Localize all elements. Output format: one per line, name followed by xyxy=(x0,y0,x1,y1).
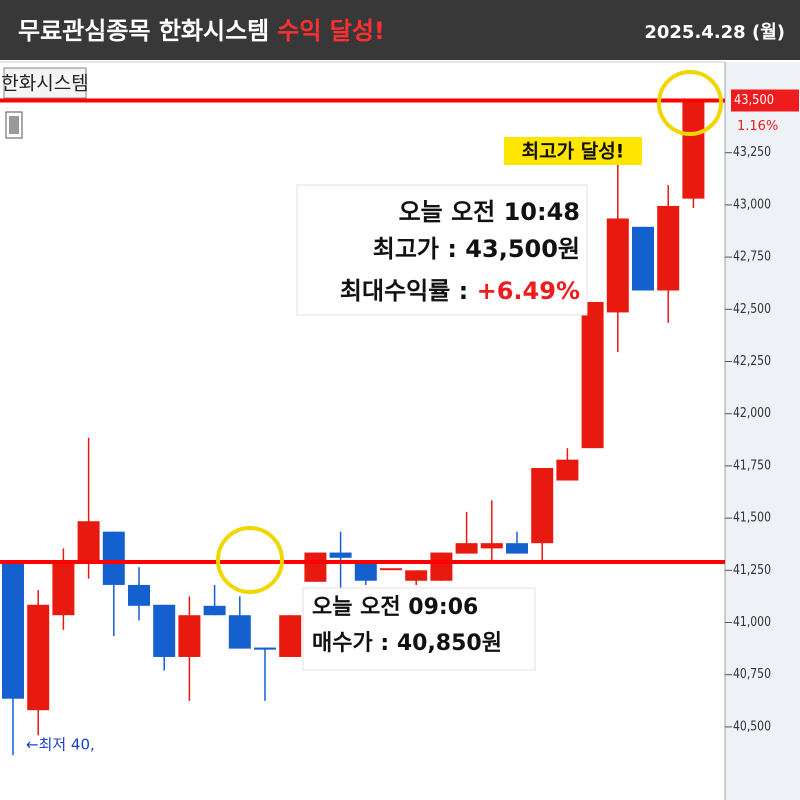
candle-body xyxy=(506,543,528,554)
annotation-return: 최대수익률 : +6.49% xyxy=(340,277,580,305)
header-title-text: 무료관심종목 한화시스템 xyxy=(18,17,269,45)
y-tick-label: 42,750 xyxy=(733,250,771,265)
header-title: 무료관심종목 한화시스템 수익 달성! xyxy=(18,17,385,45)
change-label: 1.16% xyxy=(737,119,778,134)
annotation-box xyxy=(302,587,536,671)
header-highlight: 수익 달성! xyxy=(277,17,385,45)
candle-body xyxy=(682,100,705,199)
candle-body xyxy=(153,604,176,657)
candle-body xyxy=(2,563,24,699)
y-tick-label: 41,250 xyxy=(733,563,771,578)
highlight-circle xyxy=(657,70,723,136)
y-tick-label: 42,250 xyxy=(733,354,771,369)
candle-body xyxy=(405,570,428,581)
annotation-time: 오늘 오전 09:06 xyxy=(312,595,478,620)
last-price-box xyxy=(731,89,799,112)
price-axis-panel xyxy=(725,62,800,800)
y-tick-label: 42,500 xyxy=(733,302,771,317)
header-date: 2025.4.28 (월) xyxy=(644,22,785,43)
candle-body xyxy=(304,552,327,582)
low-marker: ←최저 40, xyxy=(26,736,95,754)
y-tick-label: 41,750 xyxy=(733,458,771,473)
last-price-label: 43,500 xyxy=(734,93,774,108)
candle-body xyxy=(354,563,377,581)
candle-body xyxy=(27,604,50,711)
y-tick-label: 40,750 xyxy=(733,667,771,682)
candle-body xyxy=(657,205,680,291)
candle-body xyxy=(632,226,654,291)
annotation-return-label: 최대수익률 : xyxy=(340,277,477,305)
candle-body xyxy=(531,467,554,544)
candle-body xyxy=(380,568,402,571)
candle-body xyxy=(329,552,352,558)
y-tick-label: 43,000 xyxy=(733,197,771,212)
candle-body xyxy=(279,615,302,657)
chart-title: 한화시스템 xyxy=(1,73,88,95)
candle-body xyxy=(178,615,201,657)
header-bar xyxy=(0,0,800,60)
candle-body xyxy=(606,218,629,313)
highlight-circle xyxy=(216,526,284,594)
y-tick-label: 41,000 xyxy=(733,615,771,630)
y-tick-label: 43,250 xyxy=(733,145,771,160)
candle-body xyxy=(128,584,150,606)
candle-body xyxy=(480,543,503,549)
candle-body xyxy=(455,543,478,554)
annotation-time: 오늘 오전 10:48 xyxy=(399,198,580,226)
calculator-icon-keys xyxy=(9,116,19,134)
annotation-return-value: +6.49% xyxy=(477,277,580,305)
candle-body xyxy=(102,531,125,585)
badge: 최고가 달성! xyxy=(522,141,625,163)
annotation-box xyxy=(296,184,588,316)
candle-body xyxy=(203,605,226,616)
y-tick-label: 41,500 xyxy=(733,511,771,526)
badge-bg xyxy=(504,137,642,165)
y-tick-label: 42,000 xyxy=(733,406,771,421)
candle-body xyxy=(254,647,276,650)
annotation-price: 최고가 : 43,500원 xyxy=(373,235,580,263)
annotation-price: 매수가 : 40,850원 xyxy=(312,631,502,656)
candle-body xyxy=(77,521,100,564)
candle-body xyxy=(228,615,251,649)
candle-body xyxy=(52,563,75,616)
candle-body xyxy=(430,552,453,581)
chart-title-box xyxy=(3,67,87,99)
candle-body xyxy=(581,301,604,449)
candle-body xyxy=(556,459,579,481)
y-tick-label: 40,500 xyxy=(733,719,771,734)
